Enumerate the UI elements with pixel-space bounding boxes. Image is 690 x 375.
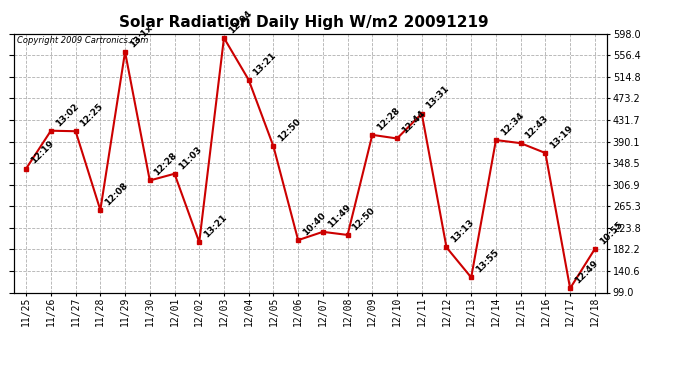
Text: 12:43: 12:43 xyxy=(524,114,550,140)
Text: 10:55: 10:55 xyxy=(598,220,624,246)
Text: 12:44: 12:44 xyxy=(400,109,426,136)
Text: 13:02: 13:02 xyxy=(54,101,80,128)
Text: 13:31: 13:31 xyxy=(424,84,451,111)
Text: 13:21: 13:21 xyxy=(202,213,228,239)
Text: 11:49: 11:49 xyxy=(326,202,353,229)
Text: 13:21: 13:21 xyxy=(251,51,278,77)
Text: 12:50: 12:50 xyxy=(276,117,303,144)
Text: 12:25: 12:25 xyxy=(79,102,105,129)
Text: 13:13: 13:13 xyxy=(449,218,476,244)
Text: 12:04: 12:04 xyxy=(227,9,253,35)
Text: 12:19: 12:19 xyxy=(29,139,56,166)
Text: 13:19: 13:19 xyxy=(548,123,575,150)
Text: 12:08: 12:08 xyxy=(103,181,130,207)
Text: 12:50: 12:50 xyxy=(351,206,377,232)
Text: 13:1x: 13:1x xyxy=(128,23,154,49)
Text: Solar Radiation Daily High W/m2 20091219: Solar Radiation Daily High W/m2 20091219 xyxy=(119,15,489,30)
Text: 12:28: 12:28 xyxy=(375,105,402,132)
Text: 12:28: 12:28 xyxy=(152,151,179,178)
Text: 10:40: 10:40 xyxy=(301,211,328,237)
Text: 11:03: 11:03 xyxy=(177,144,204,171)
Text: 13:55: 13:55 xyxy=(474,248,501,274)
Text: Copyright 2009 Cartronics.com: Copyright 2009 Cartronics.com xyxy=(17,36,148,45)
Text: 12:34: 12:34 xyxy=(499,111,525,137)
Text: 12:49: 12:49 xyxy=(573,259,600,286)
